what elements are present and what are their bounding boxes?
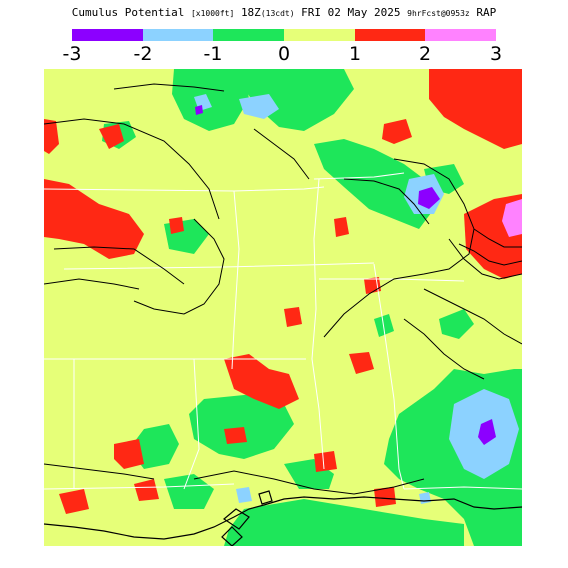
contour-lines bbox=[44, 83, 522, 495]
valid-hour: 18Z bbox=[240, 6, 261, 19]
legend-tick-3: 0 bbox=[277, 43, 291, 65]
units-label: [x1000ft] bbox=[190, 9, 235, 18]
legend-tick-5: 2 bbox=[418, 43, 432, 65]
pink-regions bbox=[502, 199, 522, 237]
product-name: Cumulus Potential bbox=[71, 6, 185, 19]
legend-bin-3 bbox=[284, 29, 355, 41]
map-panel bbox=[44, 69, 522, 546]
legend-tick-4: 1 bbox=[348, 43, 362, 65]
legend-bin-2 bbox=[213, 29, 285, 41]
color-legend bbox=[72, 29, 497, 41]
legend-tick-0: -3 bbox=[62, 43, 82, 65]
legend-bin-0 bbox=[72, 29, 143, 41]
legend-bin-4 bbox=[354, 29, 426, 41]
coastline bbox=[44, 490, 522, 546]
legend-tick-6: 3 bbox=[489, 43, 503, 65]
forecast-label: 9hrFcst@0953z bbox=[407, 9, 470, 18]
valid-date: FRI 02 May 2025 bbox=[301, 6, 401, 19]
map-title: Cumulus Potential [x1000ft] 18Z(13cdt) F… bbox=[0, 6, 568, 19]
legend-tick-2: -1 bbox=[203, 43, 223, 65]
legend-bin-5 bbox=[425, 29, 497, 41]
legend-ticks: -3 -2 -1 0 1 2 3 bbox=[0, 44, 568, 68]
model-name: RAP bbox=[476, 6, 497, 19]
legend-bin-1 bbox=[142, 29, 214, 41]
local-time: (13cdt) bbox=[260, 9, 295, 18]
legend-tick-1: -2 bbox=[133, 43, 153, 65]
state-boundaries bbox=[44, 172, 522, 490]
purple-regions bbox=[195, 105, 496, 445]
red-regions bbox=[44, 69, 522, 514]
map-svg bbox=[44, 69, 522, 546]
